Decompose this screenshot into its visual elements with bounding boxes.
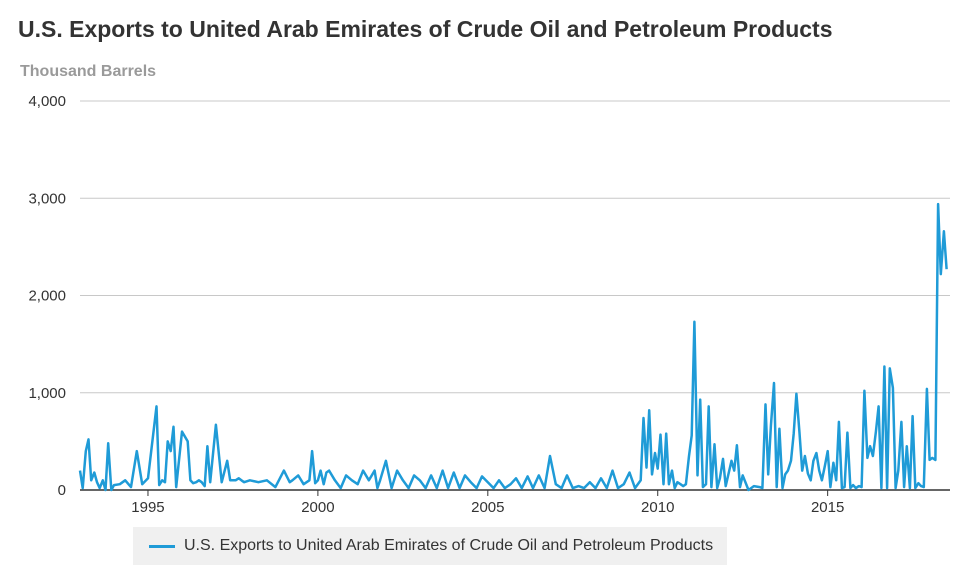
x-tick-label: 1995 (131, 499, 164, 516)
gridlines (80, 100, 950, 491)
series-layer (78, 202, 948, 492)
x-tick-label: 2005 (471, 499, 504, 516)
y-tick-label: 1,000 (28, 385, 66, 402)
x-tick-label: 2015 (811, 499, 844, 516)
x-axis-ticks: 1995 2000 2005 2010 2015 (131, 490, 844, 516)
y-axis-ticks: 0 1,000 2,000 3,000 4,000 (28, 93, 66, 499)
legend[interactable]: U.S. Exports to United Arab Emirates of … (133, 527, 728, 565)
y-axis-unit-label: Thousand Barrels (20, 63, 157, 80)
y-tick-label: 0 (58, 482, 66, 499)
legend-label: U.S. Exports to United Arab Emirates of … (184, 537, 714, 554)
x-tick-label: 2000 (301, 499, 334, 516)
chart-title: U.S. Exports to United Arab Emirates of … (18, 16, 833, 42)
series-line-0[interactable] (78, 202, 948, 492)
y-tick-label: 2,000 (28, 288, 66, 305)
y-tick-label: 3,000 (28, 190, 66, 207)
x-tick-label: 2010 (641, 499, 674, 516)
legend-swatch (149, 544, 175, 548)
y-tick-label: 4,000 (28, 93, 66, 110)
chart-plot: 0 1,000 2,000 3,000 4,000 1995 2000 2005 2010 20… (28, 93, 950, 516)
